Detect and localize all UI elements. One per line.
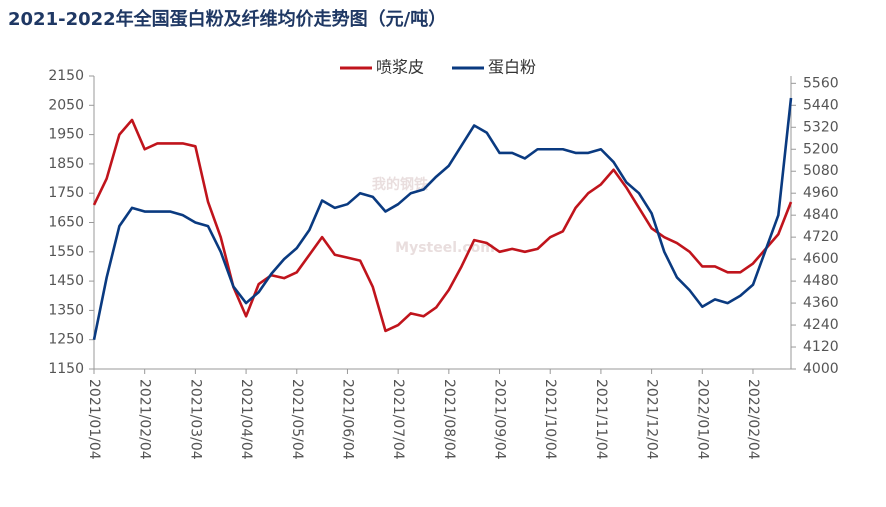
x-tick-label: 2021/04/04 bbox=[238, 379, 254, 460]
x-tick-label: 2022/02/04 bbox=[745, 379, 761, 460]
legend-label: 蛋白粉 bbox=[488, 58, 536, 77]
y-tick-label: 2150 bbox=[48, 68, 84, 84]
y2-tick-label: 4960 bbox=[803, 185, 839, 201]
y2-tick-label: 4480 bbox=[803, 273, 839, 289]
y-tick-label: 1350 bbox=[48, 302, 84, 318]
y2-tick-label: 4600 bbox=[803, 251, 839, 267]
y2-tick-label: 5560 bbox=[803, 75, 839, 91]
watermark: 我的钢铁 bbox=[372, 176, 428, 193]
y2-tick-label: 5080 bbox=[803, 163, 839, 179]
x-tick-label: 2021/05/04 bbox=[289, 379, 305, 460]
y-tick-label: 2050 bbox=[48, 97, 84, 113]
watermark: Mysteel.com bbox=[395, 240, 495, 256]
y-tick-label: 1150 bbox=[48, 361, 84, 377]
y2-tick-label: 5320 bbox=[803, 119, 839, 135]
y2-tick-label: 4840 bbox=[803, 207, 839, 223]
y-tick-label: 1250 bbox=[48, 332, 84, 348]
x-tick-label: 2022/01/04 bbox=[694, 379, 710, 460]
series-line bbox=[92, 118, 793, 333]
y-tick-label: 1550 bbox=[48, 244, 84, 260]
x-tick-label: 2021/03/04 bbox=[187, 379, 203, 460]
y-tick-label: 1650 bbox=[48, 215, 84, 231]
x-tick-label: 2021/07/04 bbox=[390, 379, 406, 460]
x-tick-label: 2021/06/04 bbox=[339, 379, 355, 460]
y-tick-label: 1450 bbox=[48, 273, 84, 289]
y-tick-label: 1750 bbox=[48, 185, 84, 201]
series-line bbox=[92, 97, 793, 340]
legend-label: 喷浆皮 bbox=[376, 58, 424, 77]
y2-tick-label: 4240 bbox=[803, 317, 839, 333]
x-tick-label: 2021/02/04 bbox=[137, 379, 153, 460]
y2-tick-label: 5200 bbox=[803, 141, 839, 157]
y2-tick-label: 4360 bbox=[803, 295, 839, 311]
y2-tick-label: 4120 bbox=[803, 339, 839, 355]
x-tick-label: 2021/09/04 bbox=[492, 379, 508, 460]
x-tick-label: 2021/08/04 bbox=[441, 379, 457, 460]
y2-tick-label: 4000 bbox=[803, 361, 839, 377]
x-tick-label: 2021/01/04 bbox=[86, 379, 102, 460]
x-tick-label: 2021/10/04 bbox=[542, 379, 558, 460]
chart-title: 2021-2022年全国蛋白粉及纤维均价走势图（元/吨） bbox=[8, 8, 446, 30]
y-tick-label: 1950 bbox=[48, 127, 84, 143]
y2-tick-label: 4720 bbox=[803, 229, 839, 245]
x-tick-label: 2021/11/04 bbox=[593, 379, 609, 460]
x-tick-label: 2021/12/04 bbox=[644, 379, 660, 460]
y2-tick-label: 5440 bbox=[803, 97, 839, 113]
y-tick-label: 1850 bbox=[48, 156, 84, 172]
